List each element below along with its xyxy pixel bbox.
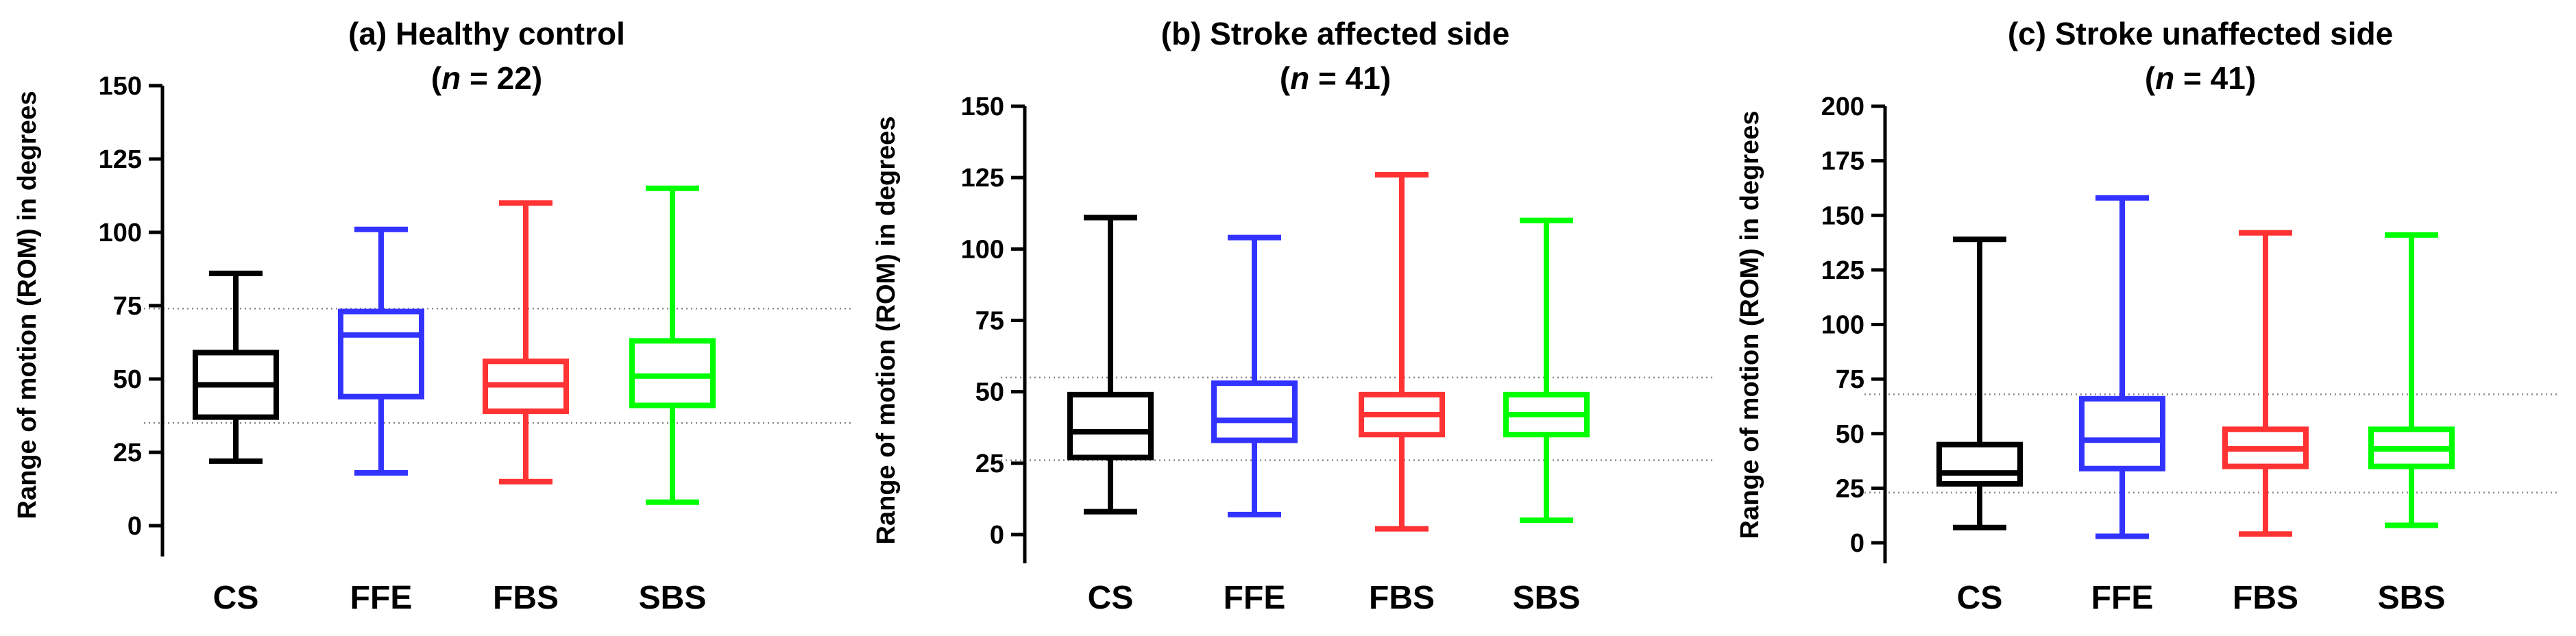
y-tick-label: 175 <box>1821 147 1864 176</box>
box-fbs <box>483 200 569 485</box>
box-iqr <box>629 338 716 408</box>
y-tick-label: 50 <box>1836 420 1864 449</box>
box-cs <box>1936 236 2023 530</box>
sample-size-label: (n = 41) <box>1280 60 1391 96</box>
x-category-label: FFE <box>350 580 413 616</box>
panel-stroke-unaffected-side: (c) Stroke unaffected side (n = 41) Range … <box>1736 16 2560 616</box>
y-tick-label: 25 <box>113 439 142 467</box>
y-tick-label: 0 <box>990 521 1004 550</box>
y-tick-label: 150 <box>99 72 142 101</box>
box-sbs <box>629 185 716 505</box>
box-iqr <box>2079 395 2165 472</box>
x-category-label: FFE <box>2091 580 2154 616</box>
y-tick-label: 100 <box>99 219 142 247</box>
y-tick-label: 75 <box>975 307 1004 336</box>
x-category-label: SBS <box>639 580 707 616</box>
x-category-label: CS <box>1957 580 2003 616</box>
y-tick-label: 100 <box>961 235 1004 264</box>
chart-title: (b) Stroke affected side <box>1161 16 1510 51</box>
chart-title: (a) Healthy control <box>348 16 625 51</box>
y-axis-label: Range of motion (ROM) in degrees <box>872 117 901 545</box>
box-fbs <box>1359 172 1445 532</box>
box-iqr <box>1067 391 1154 461</box>
y-axis-label: Range of motion (ROM) in degrees <box>1736 111 1764 539</box>
sample-size-label: (n = 22) <box>431 60 542 96</box>
x-category-label: SBS <box>1513 580 1581 616</box>
x-category-label: FBS <box>1369 580 1435 616</box>
box-ffe <box>338 226 424 476</box>
x-category-label: CS <box>213 580 259 616</box>
chart-title: (c) Stroke unaffected side <box>2008 16 2393 51</box>
sample-size-label: (n = 41) <box>2145 60 2256 96</box>
x-category-label: CS <box>1088 580 1134 616</box>
y-tick-label: 150 <box>1821 201 1864 230</box>
box-iqr <box>1936 441 2023 487</box>
y-axis-label: Range of motion (ROM) in degrees <box>13 91 42 519</box>
x-category-label: FBS <box>2233 580 2298 616</box>
y-tick-label: 125 <box>1821 256 1864 285</box>
y-tick-label: 25 <box>1836 474 1864 503</box>
y-tick-label: 75 <box>113 292 142 321</box>
box-sbs <box>2368 232 2455 528</box>
box-sbs <box>1503 217 1590 524</box>
y-tick-label: 25 <box>975 450 1004 478</box>
y-tick-label: 50 <box>113 365 142 394</box>
y-tick-label: 75 <box>1836 365 1864 394</box>
y-tick-label: 125 <box>961 164 1004 193</box>
x-category-label: FFE <box>1224 580 1286 616</box>
box-cs <box>1067 215 1154 515</box>
y-tick-label: 50 <box>975 378 1004 407</box>
box-iqr <box>338 308 424 400</box>
y-tick-label: 125 <box>99 145 142 174</box>
box-ffe <box>1211 234 1298 517</box>
box-cs <box>193 270 279 464</box>
x-category-label: SBS <box>2378 580 2446 616</box>
box-fbs <box>2222 230 2309 537</box>
y-tick-label: 0 <box>127 512 142 541</box>
panel-healthy-control: (a) Healthy control (n = 22) Range of moti… <box>13 16 853 616</box>
box-ffe <box>2079 195 2165 539</box>
x-category-label: FBS <box>493 580 559 616</box>
y-tick-label: 150 <box>961 93 1004 121</box>
box-iqr <box>1211 380 1298 443</box>
y-tick-label: 0 <box>1850 529 1864 558</box>
y-tick-label: 100 <box>1821 311 1864 340</box>
panel-stroke-affected-side: (b) Stroke affected side (n = 41) Range of… <box>872 16 1714 616</box>
y-tick-label: 200 <box>1821 93 1864 121</box>
